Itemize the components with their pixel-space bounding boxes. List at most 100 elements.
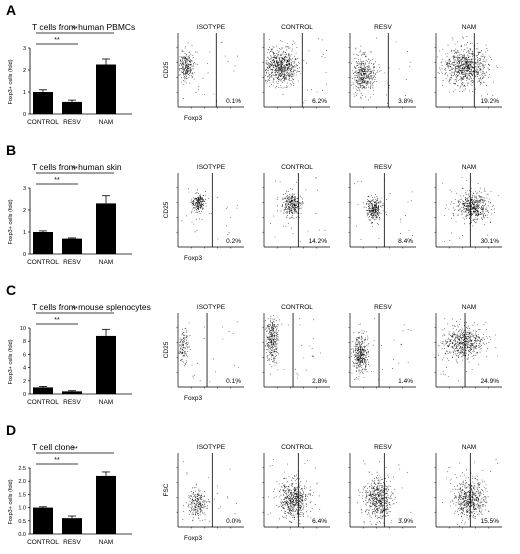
gate-percentage: 6.4% [312, 518, 327, 525]
x-tick-label: RESV [63, 119, 81, 126]
flow-y-axis-label: FSC [163, 483, 170, 496]
flow-y-axis-label: CD25 [163, 201, 170, 218]
flow-plot-nam: NAM 30.1% [434, 164, 502, 249]
gate-percentage: 19.2% [481, 98, 500, 105]
significance-label: ** [72, 446, 78, 453]
flow-plot-title: RESV [374, 444, 392, 451]
flow-dot-cloud [181, 188, 238, 240]
flow-plot-title: ISOTYPE [197, 24, 226, 31]
gate-percentage: 24.9% [481, 378, 500, 385]
flow-plot-title: NAM [462, 304, 476, 311]
significance-label: ** [54, 317, 60, 324]
flow-plot-resv: RESV 3.8% [348, 24, 416, 109]
significance-label: ** [54, 37, 60, 44]
bar-y-axis-label: Foxp3+ cells (fold) [8, 199, 14, 244]
gate-percentage: 2.8% [312, 378, 327, 385]
gate-percentage: 0.1% [226, 98, 241, 105]
flow-y-axis-label: CD25 [163, 341, 170, 358]
flow-plot-nam: NAM 24.9% [434, 304, 502, 389]
flow-plot-title: CONTROL [281, 444, 313, 451]
y-tick-label: 3 [23, 186, 26, 192]
panel-title: T cell clone [32, 442, 75, 452]
y-tick-label: 3 [23, 46, 26, 52]
flow-plot-resv: RESV 1.4% [348, 304, 416, 389]
flow-plot-isotype: ISOTYPE 0.0% FSC Foxp3 [163, 444, 244, 542]
significance-label: ** [72, 26, 78, 33]
bar-resv [62, 518, 82, 534]
y-tick-label: 8 [23, 339, 26, 345]
bar-resv [62, 101, 82, 114]
bar-control [33, 92, 53, 114]
bar-resv [62, 391, 82, 394]
panel-d: D T cell clone 0.0 0.5 1.0 1.5 2.0 2.5 Foxp3+ ce… [6, 422, 502, 546]
flow-plot-title: RESV [374, 164, 392, 171]
flow-plot-resv: RESV 8.4% [348, 164, 416, 249]
y-tick-label: 1.0 [18, 506, 26, 512]
flow-plot-title: RESV [374, 24, 392, 31]
flow-dot-cloud [351, 37, 411, 104]
y-tick-label: 10 [20, 326, 26, 332]
flow-dot-cloud [265, 38, 327, 104]
panel-letter: C [6, 282, 16, 298]
y-tick-label: 2 [23, 208, 26, 214]
gate-percentage: 14.2% [309, 238, 328, 245]
y-tick-label: 4 [23, 366, 26, 372]
bar-resv [62, 238, 82, 254]
flow-plot-title: CONTROL [281, 304, 313, 311]
y-tick-label: 0 [23, 392, 26, 398]
y-tick-label: 2.0 [18, 479, 26, 485]
panel-a: A T cells from human PBMCs 0 1 2 3 Foxp3+ cell… [6, 2, 502, 126]
y-tick-label: 0 [23, 252, 26, 258]
bar-y-axis-label: Foxp3+ cells (fold) [8, 479, 14, 524]
flow-dot-cloud [178, 41, 240, 102]
gate-percentage: 3.8% [398, 98, 413, 105]
flow-plot-title: NAM [462, 444, 476, 451]
x-tick-label: NAM [99, 399, 113, 406]
y-tick-label: 0.0 [18, 532, 26, 538]
gate-percentage: 0.0% [226, 518, 241, 525]
bar-y-axis-label: Foxp3+ cells (fold) [8, 59, 14, 104]
y-tick-label: 2 [23, 68, 26, 74]
flow-plot-title: ISOTYPE [197, 164, 226, 171]
flow-dot-cloud [354, 179, 413, 240]
flow-plot-control: CONTROL 6.4% [262, 444, 330, 529]
significance-label: ** [72, 166, 78, 173]
x-tick-label: CONTROL [27, 259, 59, 266]
flow-dot-cloud [351, 317, 412, 381]
flow-dot-cloud [357, 460, 412, 525]
gate-percentage: 0.1% [226, 378, 241, 385]
panel-letter: D [6, 422, 16, 438]
flow-plot-isotype: ISOTYPE 0.1% CD25 Foxp3 [163, 304, 244, 402]
bar-control [33, 387, 53, 394]
flow-plot-title: CONTROL [281, 164, 313, 171]
flow-plot-title: NAM [462, 164, 476, 171]
panel-c: C T cells from mouse splenocytes 0 2 4 6 8 10 Fo… [6, 282, 502, 406]
flow-x-axis-label: Foxp3 [184, 535, 202, 542]
significance-label: ** [54, 457, 60, 464]
gate-percentage: 0.2% [226, 238, 241, 245]
panel-title: T cells from mouse splenocytes [32, 302, 151, 312]
bar-nam [96, 475, 116, 534]
y-tick-label: 2.5 [18, 466, 26, 472]
panel-letter: B [6, 142, 16, 158]
flow-plot-title: CONTROL [281, 24, 313, 31]
y-tick-label: 6 [23, 352, 26, 358]
significance-label: ** [72, 306, 78, 313]
bar-nam [96, 203, 116, 254]
x-tick-label: RESV [63, 539, 81, 546]
x-tick-label: CONTROL [27, 399, 59, 406]
gate-percentage: 6.2% [312, 98, 327, 105]
y-tick-label: 0.5 [18, 519, 26, 525]
bar-control [33, 507, 53, 534]
y-tick-label: 1 [23, 90, 26, 96]
y-tick-label: 0 [23, 112, 26, 118]
x-tick-label: NAM [99, 119, 113, 126]
x-tick-label: CONTROL [27, 539, 59, 546]
x-tick-label: NAM [99, 259, 113, 266]
flow-plot-control: CONTROL 6.2% [262, 24, 330, 109]
gate-percentage: 1.4% [398, 378, 413, 385]
bar-nam [96, 335, 116, 394]
flow-plot-title: ISOTYPE [197, 444, 226, 451]
flow-plot-control: CONTROL 14.2% [262, 164, 330, 249]
